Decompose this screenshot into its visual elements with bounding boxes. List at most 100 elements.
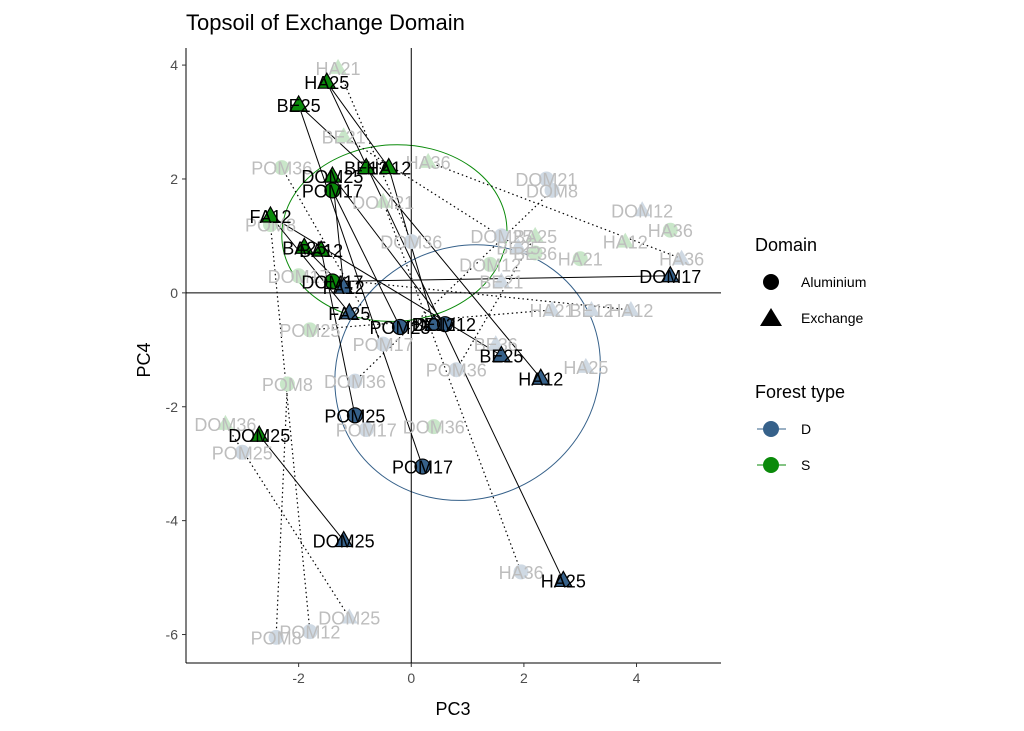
connector-dotted	[455, 235, 536, 371]
faded-point-label: HA36	[499, 563, 544, 583]
data-point	[660, 265, 680, 283]
faded-point	[526, 226, 544, 242]
faded-point-label: BE21	[479, 272, 523, 292]
faded-point	[234, 444, 250, 460]
faded-point	[527, 245, 543, 261]
faded-point-label: DOM36	[403, 418, 465, 438]
x-tick-label: -2	[292, 670, 305, 686]
faded-point-label: DOM17	[268, 267, 330, 287]
data-point-label: HA25	[304, 73, 349, 93]
data-point	[391, 318, 409, 336]
connector-dotted	[337, 67, 412, 242]
data-point-label: HA12	[518, 369, 563, 389]
faded-point-label: HA12	[608, 301, 653, 321]
y-axis-title: PC4	[134, 342, 154, 377]
legend-s-key	[763, 457, 779, 473]
connector-solid	[331, 190, 401, 328]
data-point	[414, 458, 431, 475]
data-point	[317, 71, 337, 89]
faded-point-label: DOM12	[611, 201, 673, 221]
data-point-label: BE25	[479, 347, 523, 367]
faded-point	[358, 422, 374, 438]
data-point	[294, 237, 314, 254]
faded-point-label: HA25	[563, 358, 608, 378]
faded-point-label: POM12	[279, 623, 340, 643]
faded-point	[448, 362, 464, 378]
faded-point	[419, 152, 437, 168]
faded-point	[268, 629, 284, 645]
data-point-label: POM17	[392, 458, 453, 478]
faded-point-label: POM36	[426, 361, 487, 381]
legend-exchange-key	[760, 308, 782, 326]
data-point	[553, 570, 573, 588]
faded-point-label: POM8	[245, 216, 296, 236]
faded-point	[513, 564, 529, 580]
faded-point	[622, 300, 640, 316]
faded-point	[403, 234, 419, 250]
faded-point	[335, 127, 353, 143]
faded-point	[216, 414, 234, 430]
faded-point-label: POM8	[251, 628, 302, 648]
legend-exchange-label: Exchange	[801, 310, 863, 326]
faded-point	[375, 336, 391, 352]
data-point-label: FA12	[249, 207, 291, 227]
connector-dotted	[354, 189, 553, 382]
x-axis-title: PC3	[435, 699, 470, 719]
data-point-label: BA25	[282, 238, 326, 258]
faded-point	[509, 238, 527, 254]
chart-title: Topsoil of Exchange Domain	[186, 10, 465, 35]
legend-aluminium-key	[763, 274, 779, 290]
data-point	[531, 368, 551, 385]
axes: -2 0 2 4 -6 -4 -2 0 2 4	[166, 48, 721, 686]
connector-solid	[365, 167, 542, 379]
faded-point	[673, 249, 691, 265]
x-tick-label: 4	[633, 670, 641, 686]
faded-point	[329, 58, 347, 74]
data-point-label: BE12	[412, 315, 456, 335]
faded-point	[633, 201, 651, 217]
faded-point	[426, 419, 442, 435]
legend-domain-title: Domain	[755, 235, 817, 255]
faded-point	[374, 192, 392, 208]
data-point-label: HA12	[366, 159, 411, 179]
faded-point-label: BE36	[474, 335, 518, 355]
faded-point-label: DOM36	[380, 233, 442, 253]
legend: Domain Aluminium Exchange Forest type D …	[755, 235, 866, 473]
faded-point	[291, 268, 307, 284]
confidence-ellipse-d	[334, 244, 601, 501]
data-point-label: FA25	[328, 304, 370, 324]
faded-point-label: POM25	[212, 443, 273, 463]
faded-point	[662, 222, 678, 238]
faded-point-label: HA36	[659, 250, 704, 270]
connector-solid	[270, 215, 350, 314]
y-tick-label: 2	[170, 171, 178, 187]
data-point	[356, 157, 376, 175]
data-point	[289, 94, 309, 112]
data-point	[324, 273, 341, 290]
faded-point-label: DOM25	[470, 227, 532, 247]
faded-point	[616, 232, 634, 248]
y-tick-label: -4	[166, 513, 179, 529]
legend-d-key	[763, 421, 779, 437]
faded-point-label: DOM25	[318, 608, 380, 628]
faded-point-label: HA36	[406, 153, 451, 173]
data-point	[346, 407, 364, 424]
faded-point	[572, 251, 588, 267]
data-point-label: BE25	[277, 96, 321, 116]
data-point-label: DOM12	[414, 315, 476, 335]
connector-dotted	[427, 161, 682, 260]
data-point	[379, 157, 399, 175]
faded-point-label: BE12	[569, 301, 613, 321]
data-point	[436, 316, 454, 333]
faded-point	[538, 171, 554, 187]
faded-point-label: POM17	[336, 421, 397, 441]
faded-point	[279, 376, 295, 392]
x-tick-label: 2	[520, 670, 528, 686]
y-tick-label: -2	[166, 399, 179, 415]
data-point	[311, 239, 331, 257]
data-point-label: POM25	[324, 406, 385, 426]
faded-point	[274, 160, 290, 176]
faded-point-label: DOM21	[515, 170, 577, 190]
faded-point	[302, 322, 318, 338]
faded-point-label: DOM36	[324, 372, 386, 392]
